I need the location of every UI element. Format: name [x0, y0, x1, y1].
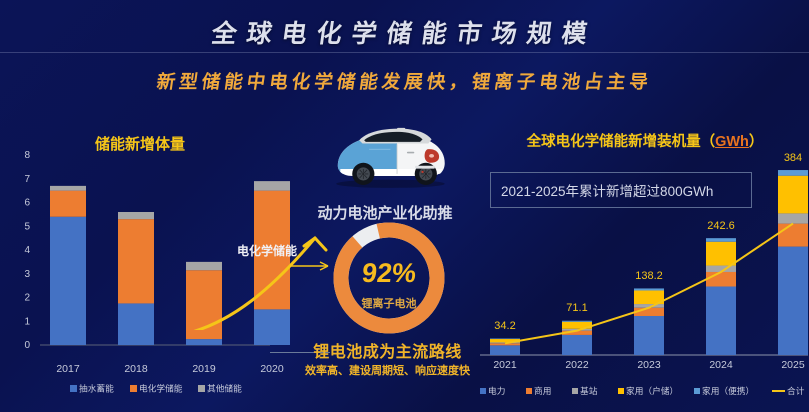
svg-text:2019: 2019: [192, 363, 216, 375]
svg-text:71.1: 71.1: [566, 302, 587, 314]
svg-text:6: 6: [24, 198, 30, 209]
svg-text:2025: 2025: [781, 359, 805, 370]
svg-text:2: 2: [24, 293, 30, 304]
svg-text:家用（便携）: 家用（便携）: [702, 386, 754, 396]
svg-text:5: 5: [24, 221, 30, 232]
svg-text:3: 3: [24, 269, 30, 280]
svg-text:基站: 基站: [580, 386, 598, 396]
svg-text:商用: 商用: [534, 386, 551, 396]
svg-text:抽水蓄能: 抽水蓄能: [79, 383, 114, 394]
svg-text:4: 4: [24, 245, 30, 256]
svg-text:2017: 2017: [56, 363, 80, 375]
svg-text:家用（户储）: 家用（户储）: [626, 386, 678, 396]
svg-text:34.2: 34.2: [494, 320, 515, 332]
svg-text:138.2: 138.2: [635, 270, 663, 282]
svg-text:7: 7: [24, 174, 30, 185]
svg-text:2023: 2023: [637, 359, 661, 370]
svg-text:2018: 2018: [124, 363, 148, 375]
svg-text:2024: 2024: [709, 359, 733, 370]
svg-text:242.6: 242.6: [707, 220, 735, 232]
svg-text:其他储能: 其他储能: [207, 383, 242, 394]
svg-text:电力: 电力: [488, 386, 505, 396]
svg-text:8: 8: [24, 150, 30, 161]
svg-text:电化学储能: 电化学储能: [139, 383, 183, 394]
svg-text:2021: 2021: [493, 359, 517, 370]
svg-text:2022: 2022: [565, 359, 589, 370]
svg-text:1: 1: [24, 316, 30, 327]
svg-text:0: 0: [24, 340, 30, 351]
svg-text:合计: 合计: [787, 386, 805, 396]
svg-text:384: 384: [784, 152, 802, 164]
